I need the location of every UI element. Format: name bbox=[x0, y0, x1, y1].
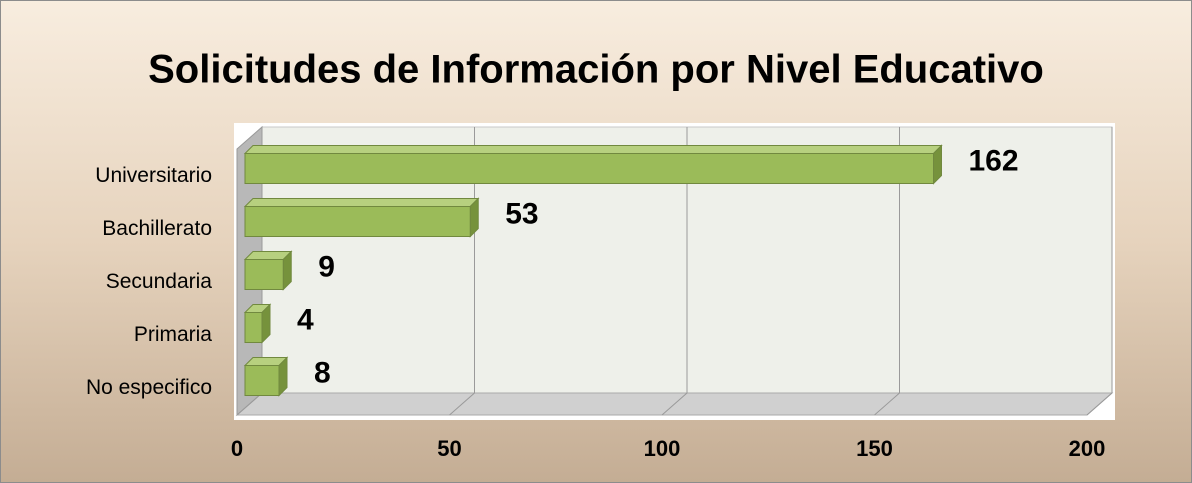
y-tick-label: No especifico bbox=[86, 376, 212, 399]
grid-line bbox=[874, 127, 900, 416]
bar-face bbox=[244, 206, 471, 237]
x-tick-label: 200 bbox=[1069, 436, 1106, 461]
bar bbox=[243, 144, 943, 185]
value-label: 4 bbox=[297, 303, 314, 336]
chart-title: Solicitudes de Información por Nivel Edu… bbox=[148, 48, 1044, 92]
y-tick-label: Universitario bbox=[95, 164, 212, 187]
x-tick-label: 100 bbox=[644, 436, 681, 461]
bar-face bbox=[244, 259, 284, 290]
y-tick-label: Bachillerato bbox=[102, 217, 212, 240]
bar-face bbox=[243, 198, 480, 207]
y-tick-label: Primaria bbox=[134, 323, 212, 346]
bar bbox=[243, 197, 480, 238]
bar-face bbox=[244, 365, 280, 396]
grid-line bbox=[661, 127, 688, 416]
x-tick-label: 50 bbox=[437, 436, 461, 461]
x-tick-label: 0 bbox=[231, 436, 243, 461]
bar bbox=[243, 303, 272, 344]
x-tick-label: 150 bbox=[856, 436, 893, 461]
value-label: 8 bbox=[314, 356, 331, 389]
bar bbox=[243, 250, 293, 291]
bar-face bbox=[244, 153, 934, 184]
grid-line bbox=[1086, 127, 1113, 416]
value-label: 162 bbox=[969, 144, 1019, 177]
bar-face bbox=[243, 145, 943, 154]
bar-face bbox=[244, 312, 263, 343]
bar bbox=[243, 356, 289, 397]
value-label: 9 bbox=[318, 250, 335, 283]
value-label: 53 bbox=[505, 197, 538, 230]
y-tick-label: Secundaria bbox=[106, 270, 213, 293]
